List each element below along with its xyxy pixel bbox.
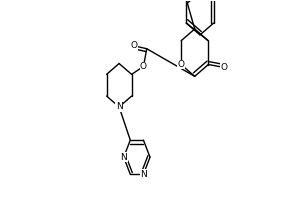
Text: N: N [116,102,122,111]
Text: O: O [140,62,147,71]
Text: O: O [178,60,184,69]
Text: O: O [130,41,137,50]
Text: N: N [140,170,147,179]
Text: O: O [220,63,228,72]
Text: N: N [120,153,127,162]
